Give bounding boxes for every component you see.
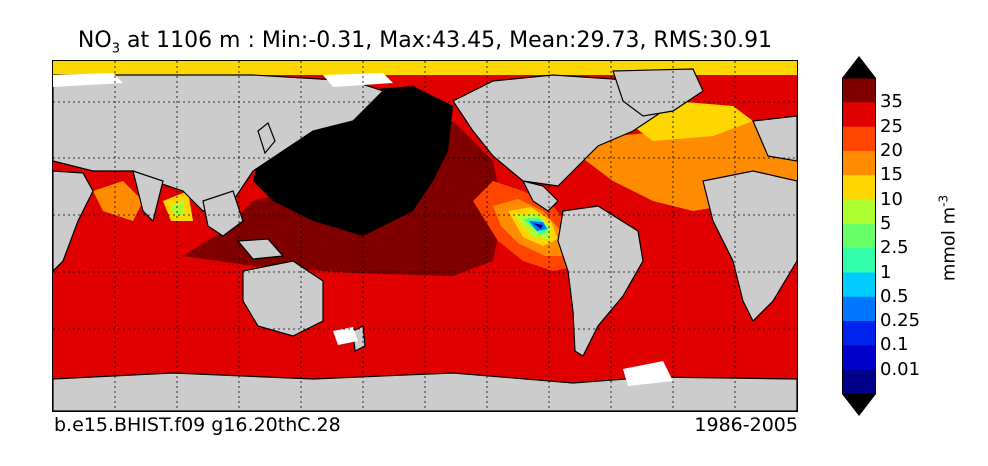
- colorbar-segment: [842, 369, 876, 395]
- plot-title: NO3 at 1106 m : Min:-0.31, Max:43.45, Me…: [0, 28, 850, 56]
- title-subscript: 3: [111, 41, 120, 57]
- missing-weddell: [623, 361, 673, 386]
- year-range: 1986-2005: [694, 414, 798, 436]
- colorbar-segment: [842, 126, 876, 152]
- ocean-map: [52, 60, 798, 412]
- case-name: b.e15.BHIST.f09 g16.20thC.28: [54, 414, 341, 436]
- etp-band-min: [533, 223, 543, 229]
- map-canvas: [53, 61, 797, 411]
- southeast-asia: [202, 190, 244, 237]
- colorbar-segments: [842, 78, 876, 395]
- missing-arctic-west: [53, 73, 123, 87]
- missing-data: [53, 73, 673, 386]
- australia: [242, 260, 324, 337]
- arabian-sea: [93, 181, 143, 221]
- eurasia: [53, 74, 385, 212]
- colorbar-over-arrow: [842, 56, 876, 78]
- colorbar-segment: [842, 248, 876, 273]
- colorbar-segment: [842, 78, 876, 103]
- colorbar-segment: [842, 272, 876, 298]
- colorbar-tick-label: 0.01: [880, 358, 921, 380]
- india: [132, 170, 164, 223]
- colorbar-segment: [842, 345, 876, 371]
- missing-arctic-mid: [323, 73, 393, 87]
- colorbar-frame: [842, 77, 876, 395]
- colorbar-tick-label: 2.5: [880, 237, 909, 259]
- title-stats: at 1106 m : Min:-0.31, Max:43.45, Mean:2…: [119, 28, 773, 53]
- japan: [257, 122, 276, 155]
- colorbar-segment: [842, 321, 876, 346]
- units-exponent: -3: [936, 194, 951, 207]
- bay-of-bengal-inner: [171, 201, 185, 216]
- colorbar-segment: [842, 223, 876, 249]
- colorbar-segment: [842, 150, 876, 176]
- indonesia: [236, 238, 285, 260]
- new-zealand: [352, 325, 366, 352]
- africa-west: [53, 170, 94, 272]
- south-america: [557, 205, 644, 357]
- units-label: mmol m-3: [937, 195, 960, 281]
- colorbar-segment: [842, 296, 876, 322]
- colorbar-tick-label: 35: [880, 91, 903, 113]
- colorbar-tick-label: 0.1: [880, 334, 909, 356]
- colorbar-segment: [842, 102, 876, 128]
- europe-east: [752, 115, 797, 162]
- central-america: [521, 180, 559, 212]
- colorbar-tick-label: 15: [880, 164, 903, 186]
- units-base: mmol m: [938, 206, 960, 282]
- colorbar-tick-label: 5: [880, 212, 892, 234]
- colorbar-tick-label: 0.25: [880, 310, 921, 332]
- north-america: [452, 74, 664, 187]
- colorbar-tick-label: 25: [880, 115, 903, 137]
- colorbar-tick-label: 10: [880, 188, 903, 210]
- colorbar-tick-label: 0.5: [880, 285, 909, 307]
- colorbar-tick-label: 20: [880, 139, 903, 161]
- missing-south-pacific: [333, 327, 358, 345]
- colorbar: [842, 56, 876, 416]
- colorbar-segment: [842, 175, 876, 201]
- colorbar-segment: [842, 199, 876, 225]
- title-species: NO: [77, 28, 112, 53]
- colorbar-tick-label: 1: [880, 261, 892, 283]
- colorbar-under-arrow: [842, 394, 876, 416]
- graticule: [53, 61, 797, 411]
- africa-east: [702, 170, 797, 323]
